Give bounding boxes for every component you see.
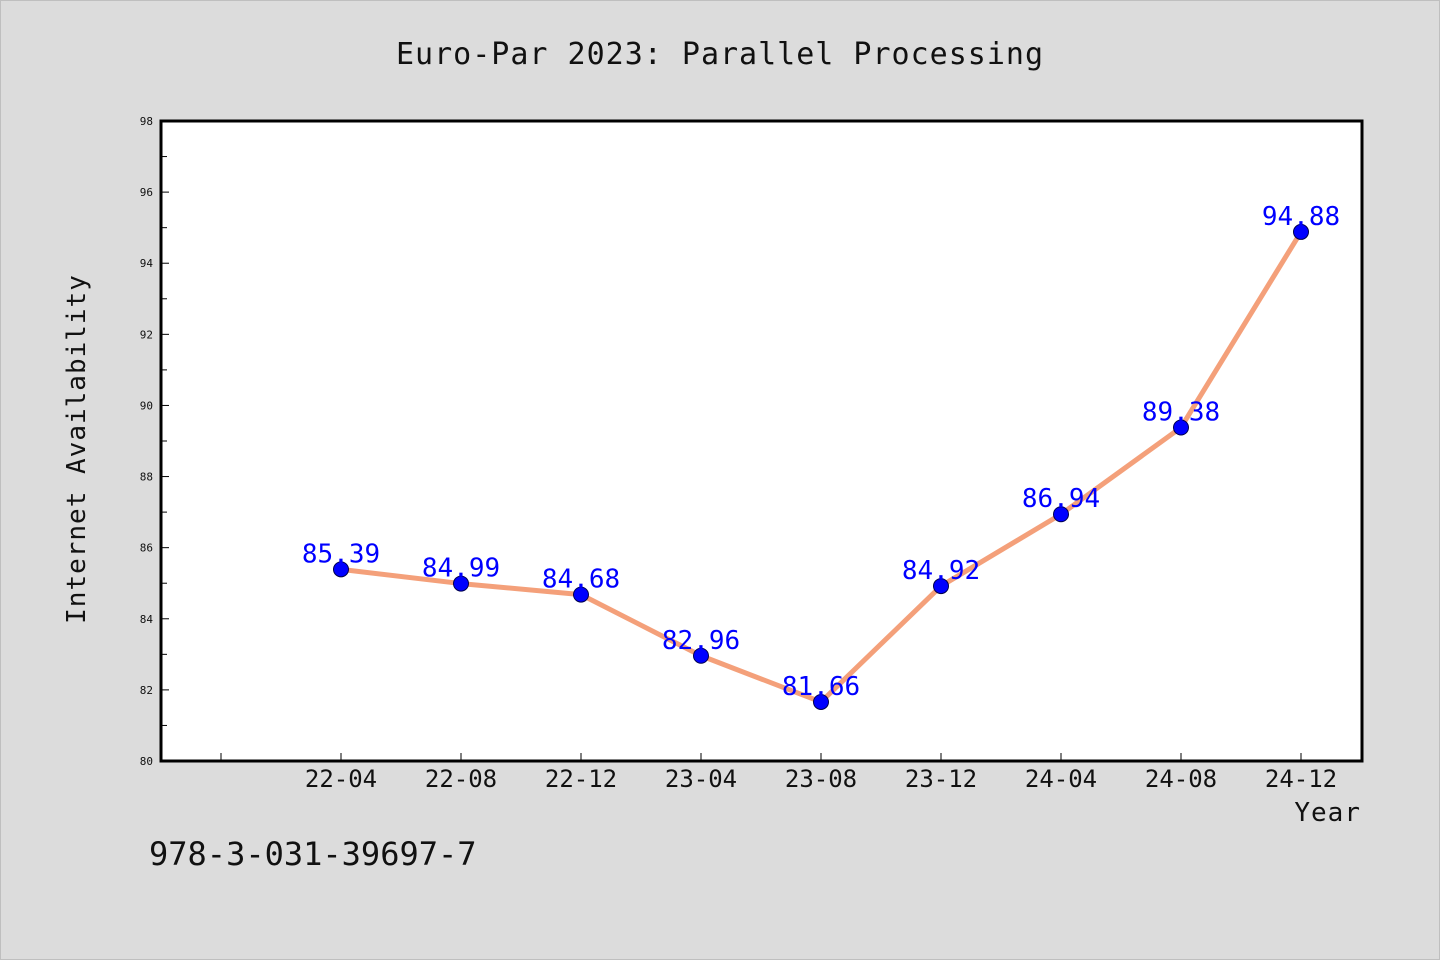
data-point — [1053, 506, 1069, 523]
x-tick-label: 22-04 — [305, 765, 377, 793]
y-tick-label: 92 — [140, 328, 153, 341]
x-tick-label: 23-08 — [785, 765, 857, 793]
isbn-text: 978-3-031-39697-7 — [149, 835, 477, 873]
y-tick-label: 96 — [140, 186, 153, 199]
y-tick-label: 80 — [140, 755, 153, 768]
data-labels: 85.39 84.99 84.68 82.96 81.66 84.92 86.94 89.38… — [302, 202, 1340, 702]
y-tick-label: 98 — [140, 115, 153, 128]
y-tick-label: 86 — [140, 542, 153, 555]
x-tick-label: 22-12 — [545, 765, 617, 793]
x-tick-label: 22-08 — [425, 765, 497, 793]
y-tick-label: 90 — [140, 399, 153, 412]
x-tick-label: 24-08 — [1145, 765, 1217, 793]
y-axis: 80 82 84 86 88 90 92 94 96 98 — [140, 115, 169, 768]
data-label: 82.96 — [662, 626, 740, 656]
data-label: 86.94 — [1022, 484, 1100, 514]
data-label: 81.66 — [782, 672, 860, 702]
data-point — [1173, 419, 1189, 436]
data-point — [693, 647, 709, 664]
data-label: 84.99 — [422, 554, 500, 584]
data-point — [453, 575, 469, 592]
y-axis-label: Internet Availability — [62, 274, 92, 624]
y-tick-label: 84 — [140, 613, 154, 626]
x-tick-label: 23-04 — [665, 765, 737, 793]
x-axis: 22-04 22-08 22-12 23-04 23-08 23-12 24-04 24-08… — [220, 753, 1337, 793]
data-label: 84.68 — [542, 565, 620, 595]
y-tick-label: 94 — [140, 257, 154, 270]
x-axis-label: Year — [1294, 798, 1361, 828]
data-label: 89.38 — [1142, 397, 1220, 427]
data-label: 94.88 — [1262, 202, 1340, 232]
data-point — [333, 561, 349, 578]
y-tick-label: 88 — [140, 471, 153, 484]
data-label: 85.39 — [302, 539, 380, 569]
x-tick-label: 24-04 — [1025, 765, 1097, 793]
x-tick-label: 24-12 — [1265, 765, 1337, 793]
x-tick-label: 23-12 — [905, 765, 977, 793]
chart-title: Euro-Par 2023: Parallel Processing — [396, 37, 1044, 72]
data-point — [933, 578, 949, 595]
data-point — [1293, 223, 1309, 240]
y-tick-label: 82 — [140, 684, 153, 697]
data-point — [573, 586, 589, 603]
data-point — [813, 693, 829, 710]
series-layer — [333, 223, 1309, 710]
data-label: 84.92 — [902, 556, 980, 586]
plot-area — [159, 119, 1364, 763]
